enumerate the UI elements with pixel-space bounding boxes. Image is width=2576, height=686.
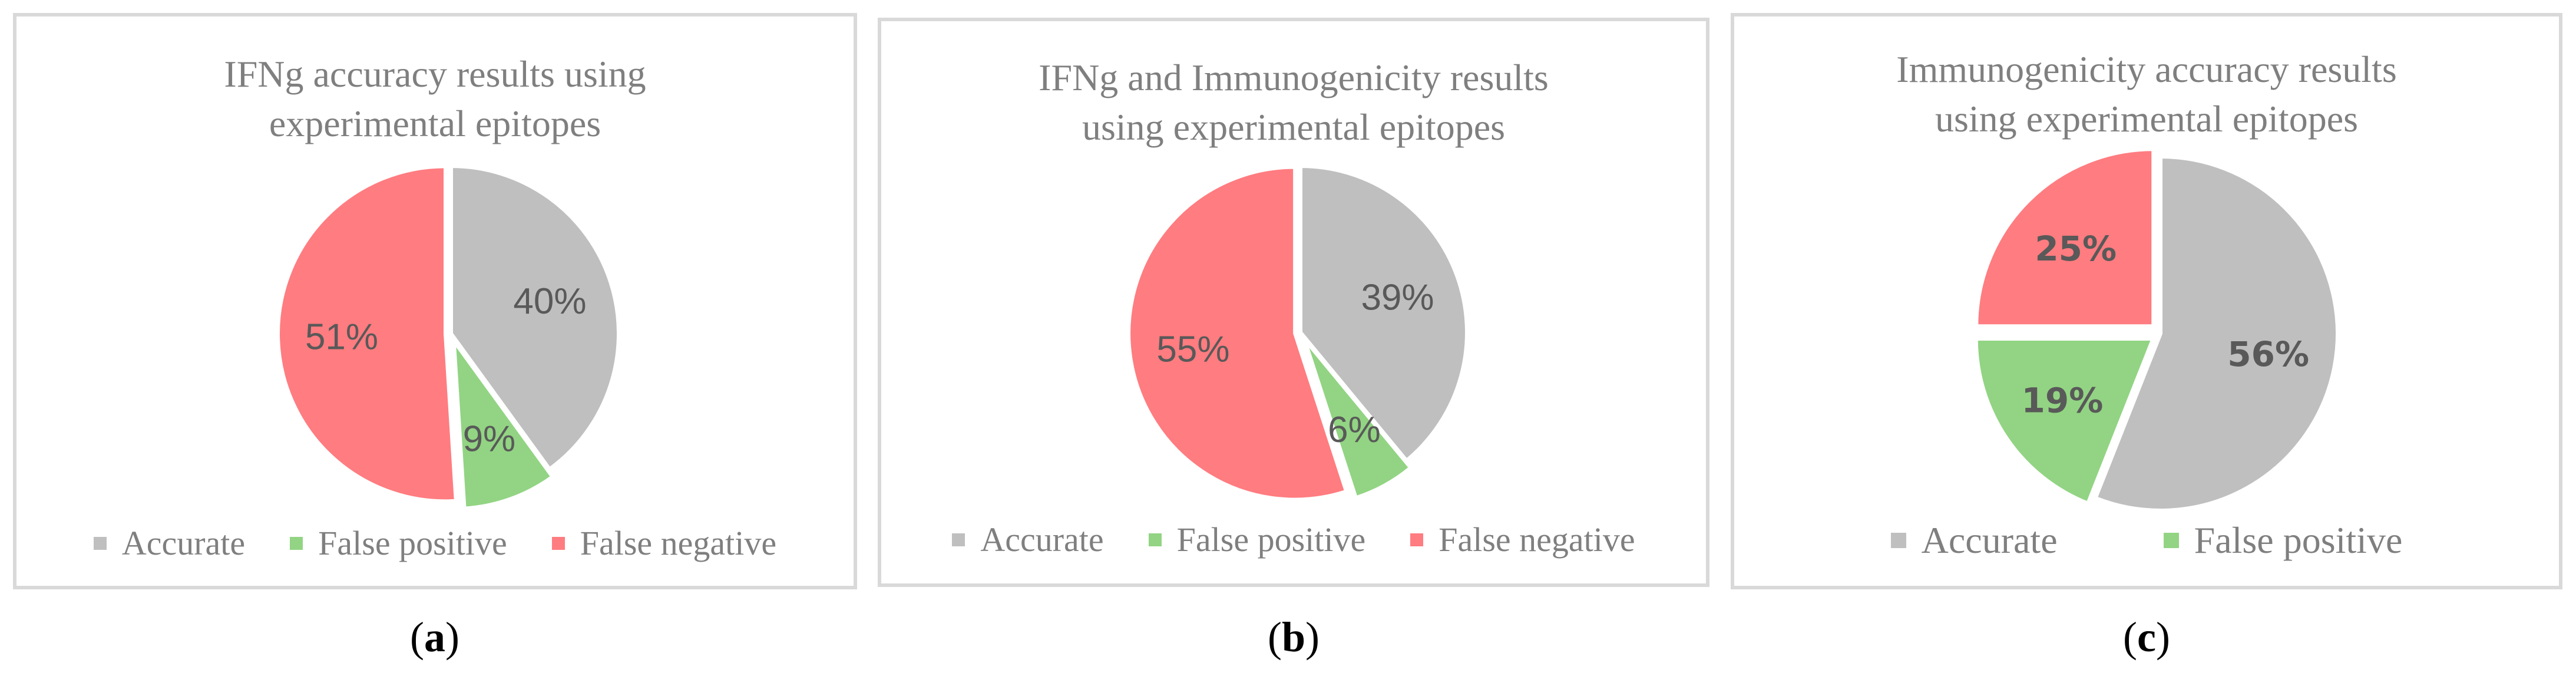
caption-b: (b) xyxy=(1235,613,1353,662)
data-label-accurate: 56% xyxy=(2227,334,2309,374)
caption-a-close: ) xyxy=(445,614,459,661)
legend-label-accurate: Accurate xyxy=(980,520,1104,559)
pie-slice-false-negative xyxy=(1975,147,2155,328)
legend-item-false-negative: False negative xyxy=(551,523,777,563)
pie-slice-accurate xyxy=(1299,164,1469,463)
chart-title-b: IFNg and Immunogenicity results using ex… xyxy=(1039,57,1549,148)
data-label-false-positive: 19% xyxy=(2022,381,2104,421)
data-label-accurate: 39% xyxy=(1361,277,1434,318)
pie-slice-false-positive xyxy=(1974,337,2156,506)
legend-swatch-false-negative xyxy=(1410,533,1424,546)
caption-a-letter: a xyxy=(424,614,445,661)
data-label-false-positive: 9% xyxy=(463,418,516,459)
caption-b-close: ) xyxy=(1305,614,1320,661)
data-label-false-negative: 55% xyxy=(1156,329,1229,370)
legend-label-false-positive: False positive xyxy=(1176,520,1366,559)
legend-item-accurate: Accurate xyxy=(952,520,1104,559)
caption-b-open: ( xyxy=(1267,614,1282,661)
caption-b-letter: b xyxy=(1281,614,1306,661)
legend-item-accurate: Accurate xyxy=(1890,519,2058,562)
caption-c-open: ( xyxy=(2123,614,2138,661)
legend-item-false-positive: False positive xyxy=(290,523,507,563)
legend-c: Accurate False positive xyxy=(1734,519,2559,562)
data-label-false-negative: 25% xyxy=(2035,229,2117,269)
legend-item-accurate: Accurate xyxy=(93,523,246,563)
caption-a-open: ( xyxy=(410,614,424,661)
pie-slice-false-positive xyxy=(1302,338,1413,500)
legend-label-accurate: Accurate xyxy=(121,524,246,562)
data-label-accurate: 40% xyxy=(513,281,586,322)
legend-swatch-accurate xyxy=(1890,533,1906,548)
caption-a: (a) xyxy=(376,613,494,662)
data-label-false-positive: 6% xyxy=(1328,410,1381,450)
chart-panel-a: IFNg accuracy results using experimental… xyxy=(13,13,857,589)
chart-panel-b: IFNg and Immunogenicity results using ex… xyxy=(878,18,1709,587)
legend-swatch-accurate xyxy=(952,533,965,546)
legend-swatch-false-negative xyxy=(551,536,565,550)
chart-panel-c: Immunogenicity accuracy results using ex… xyxy=(1731,13,2562,589)
legend-label-false-negative: False negative xyxy=(1439,520,1635,559)
pie-slice-accurate xyxy=(449,164,620,471)
pie-slice-false-positive xyxy=(452,335,555,510)
caption-c-close: ) xyxy=(2155,614,2170,661)
pie-slice-false-negative xyxy=(276,164,458,503)
caption-c: (c) xyxy=(2088,613,2205,662)
pie-chart-a: 40% 9% 51% xyxy=(276,164,620,510)
legend-swatch-false-positive xyxy=(2163,533,2179,548)
legend-label-accurate: Accurate xyxy=(1921,519,2058,561)
legend-label-false-negative: False negative xyxy=(580,524,777,562)
legend-a: Accurate False positive False negative xyxy=(16,523,854,563)
legend-swatch-accurate xyxy=(93,536,107,550)
legend-label-false-positive: False positive xyxy=(318,524,507,562)
legend-item-false-negative: False negative xyxy=(1410,520,1635,559)
pie-chart-b: 39% 6% 55% xyxy=(1127,164,1469,502)
legend-b: Accurate False positive False negative xyxy=(881,520,1706,559)
legend-label-false-positive: False positive xyxy=(2194,519,2403,561)
data-label-false-negative: 51% xyxy=(305,316,378,357)
chart-title-a: IFNg accuracy results using experimental… xyxy=(224,53,646,144)
chart-title-c: Immunogenicity accuracy results using ex… xyxy=(1896,48,2397,140)
pie-slice-accurate xyxy=(2093,154,2339,512)
legend-item-false-positive: False positive xyxy=(1148,520,1366,559)
caption-c-letter: c xyxy=(2137,614,2156,661)
legend-swatch-false-positive xyxy=(290,536,303,550)
pie-slice-false-negative xyxy=(1127,165,1349,502)
legend-item-false-positive: False positive xyxy=(2163,519,2403,562)
pie-chart-c: 56% 19% 25% xyxy=(1974,147,2339,512)
legend-swatch-false-positive xyxy=(1148,533,1162,546)
